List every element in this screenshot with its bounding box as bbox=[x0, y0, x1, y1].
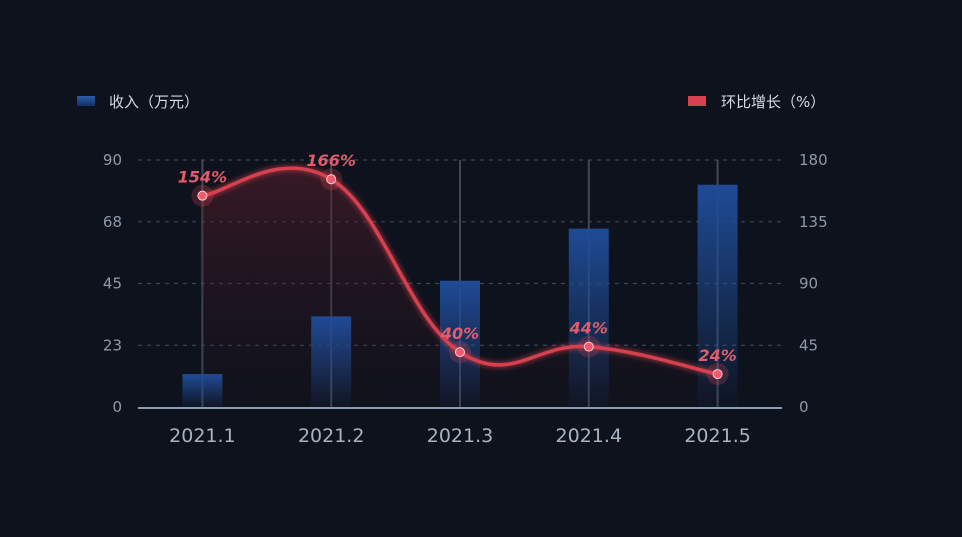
y-axis-right: 0 45 90 135 180 bbox=[799, 151, 828, 416]
growth-point bbox=[712, 369, 723, 380]
x-axis-labels: 2021.1 2021.2 2021.3 2021.4 2021.5 bbox=[169, 425, 751, 447]
growth-line bbox=[202, 166, 718, 376]
growth-data-label: 24% bbox=[698, 346, 736, 365]
y-left-tick-label: 68 bbox=[103, 213, 122, 231]
x-tick-label: 2021.5 bbox=[684, 425, 750, 447]
y-right-tick-label: 90 bbox=[799, 275, 818, 293]
legend-bar-label: 收入（万元） bbox=[109, 93, 199, 111]
growth-point bbox=[326, 174, 337, 185]
growth-data-label: 44% bbox=[569, 319, 608, 338]
growth-data-label: 154% bbox=[178, 168, 227, 187]
growth-point bbox=[455, 347, 465, 358]
growth-labels: 154% 166% 40% 44% 24% bbox=[178, 151, 737, 365]
x-tick-label: 2021.1 bbox=[169, 425, 235, 447]
revenue-bar bbox=[311, 316, 352, 407]
revenue-bar bbox=[440, 280, 480, 407]
growth-point bbox=[197, 190, 208, 201]
growth-line-path bbox=[202, 166, 718, 376]
x-tick-label: 2021.3 bbox=[427, 425, 493, 447]
x-tick-label: 2021.2 bbox=[298, 425, 364, 447]
legend-line-swatch bbox=[688, 96, 706, 106]
y-left-tick-label: 23 bbox=[103, 336, 122, 354]
revenue-bar bbox=[568, 228, 609, 407]
x-tick-label: 2021.4 bbox=[556, 425, 622, 447]
legend-bar-swatch bbox=[77, 96, 95, 106]
growth-data-label: 166% bbox=[306, 151, 355, 170]
y-right-tick-label: 0 bbox=[799, 398, 809, 416]
y-right-tick-label: 180 bbox=[799, 151, 828, 169]
growth-point bbox=[583, 341, 594, 352]
y-right-tick-label: 135 bbox=[799, 213, 828, 231]
y-axis-left: 0 23 45 68 90 bbox=[103, 151, 122, 416]
legend: 收入（万元） 环比增长（%） bbox=[77, 93, 825, 111]
y-left-tick-label: 90 bbox=[103, 151, 122, 169]
y-left-tick-label: 45 bbox=[103, 275, 122, 293]
legend-line-label: 环比增长（%） bbox=[721, 93, 825, 111]
growth-points bbox=[191, 168, 729, 386]
growth-data-label: 40% bbox=[440, 324, 479, 343]
revenue-bar bbox=[182, 374, 223, 407]
revenue-bars bbox=[182, 184, 738, 407]
y-left-tick-label: 0 bbox=[112, 398, 122, 416]
y-right-tick-label: 45 bbox=[799, 336, 818, 354]
